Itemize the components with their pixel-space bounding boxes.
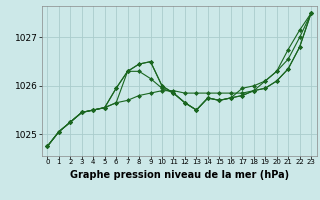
X-axis label: Graphe pression niveau de la mer (hPa): Graphe pression niveau de la mer (hPa) — [70, 170, 289, 180]
